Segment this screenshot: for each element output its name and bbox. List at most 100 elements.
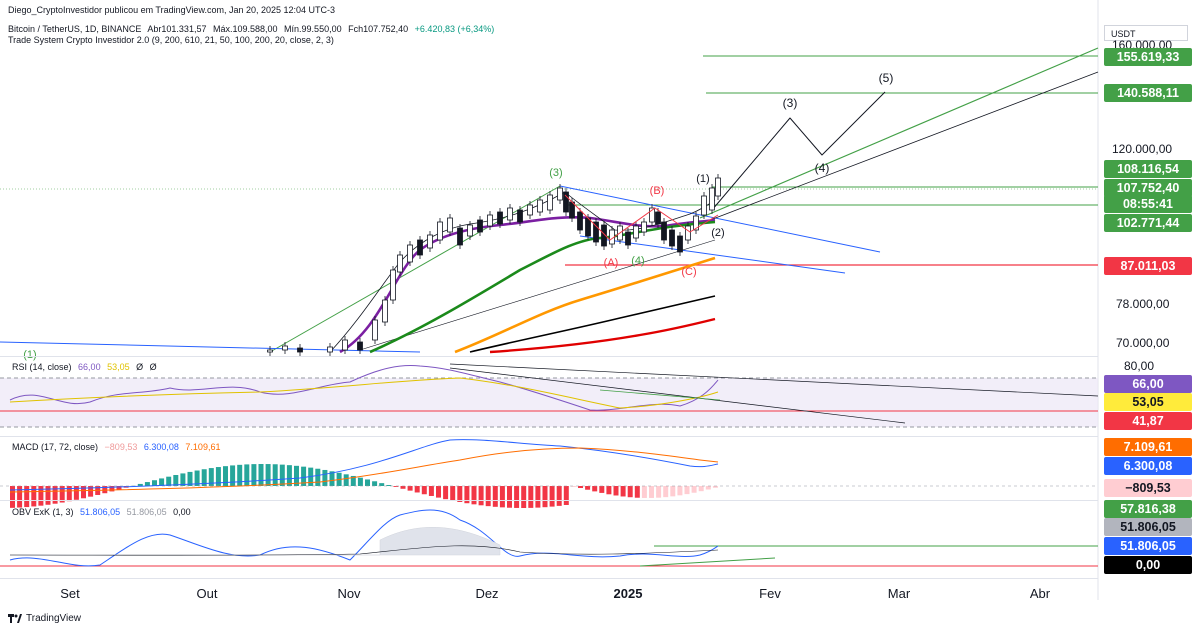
macd-histogram-bar [329, 471, 335, 486]
macd-histogram-bar [237, 464, 243, 486]
close-value: Fch107.752,40 [348, 24, 409, 34]
macd-histogram-bar [514, 486, 520, 508]
candle-body [390, 269, 396, 301]
macd-value: 6.300,08 [143, 442, 179, 452]
macd-histogram-bar [641, 486, 647, 498]
candle-body [649, 207, 655, 223]
obv-value: 51.806,05 [80, 507, 121, 517]
macd-histogram-bar [201, 469, 207, 486]
macd-histogram-bar [73, 486, 79, 500]
candle-body [437, 221, 443, 241]
candle-body [547, 194, 553, 211]
macd-histogram-bar [116, 486, 122, 490]
macd-histogram-bar [81, 486, 86, 499]
candle-body [563, 191, 569, 213]
macd-title[interactable]: MACD (17, 72, close) −809,53 6.300,08 7.… [12, 442, 221, 452]
candle-body [467, 224, 473, 237]
change-value: +6.420,83 (+6,34%) [414, 24, 495, 34]
rsi-level-badge: 41,87 [1104, 412, 1192, 430]
candle-body [655, 211, 661, 225]
countdown-badge: 08:55:41 [1104, 195, 1192, 213]
price-tick: 120.000,00 [1112, 142, 1173, 156]
price-badge: 155.619,33 [1104, 48, 1192, 66]
macd-histogram-bar [613, 486, 619, 496]
ma-black [469, 295, 716, 353]
candle-body [601, 224, 607, 247]
obv-title[interactable]: OBV ExK (1, 3) 51.806,05 51.806,05 0,00 [12, 507, 191, 517]
candle-body [677, 235, 683, 253]
macd-histogram-bar [286, 465, 292, 486]
ma-orange [454, 256, 716, 354]
macd-histogram-bar [507, 486, 512, 508]
ma-red [489, 317, 716, 354]
macd-histogram-bar [251, 464, 257, 486]
wave-label-3: (3) [549, 167, 562, 179]
obv-ma-value: 51.806,05 [126, 507, 167, 517]
macd-histogram-bar [549, 486, 555, 507]
macd-histogram-bar [223, 466, 228, 486]
last-price-badge: 107.752,40 [1104, 179, 1192, 197]
rsi-title[interactable]: RSI (14, close) 66,00 53,05 Ø Ø [12, 362, 157, 372]
macd-histogram-bar [627, 486, 633, 498]
macd-histogram-bar [585, 486, 591, 490]
macd-histogram-bar [634, 486, 640, 498]
macd-histogram-bar [24, 486, 30, 508]
uptrend-channel-line [269, 185, 561, 353]
tradingview-logo-icon [8, 614, 22, 623]
candle-body [477, 219, 483, 233]
macd-histogram-bar [294, 465, 299, 486]
rsi-ma-value: 53,05 [107, 362, 130, 372]
macd-histogram-bar [521, 486, 527, 508]
wave-label-a: (A) [604, 257, 619, 269]
macd-histogram-bar [31, 486, 37, 507]
macd-histogram-bar [166, 476, 172, 486]
wave-label-1: (1) [696, 173, 709, 185]
macd-histogram-bar [365, 479, 370, 486]
rsi-trendline-2 [449, 367, 906, 424]
rsi-extra: Ø [136, 362, 144, 372]
currency-selector[interactable]: USDT [1104, 25, 1188, 41]
price-badge: 87.011,03 [1104, 257, 1192, 275]
pane-separator-rsi[interactable] [0, 356, 1098, 357]
macd-histogram-bar [578, 486, 583, 489]
macd-histogram-bar [649, 486, 654, 498]
macd-histogram-bar [592, 486, 598, 492]
candle-body [661, 221, 667, 241]
candle-body [685, 225, 691, 241]
macd-histogram-bar [485, 486, 491, 507]
macd-histogram-bar [38, 486, 44, 506]
candle-body [407, 244, 413, 263]
macd-signal-badge: 7.109,61 [1104, 438, 1192, 456]
pane-separator-macd[interactable] [0, 436, 1098, 437]
candle-body [701, 195, 707, 216]
macd-histogram-bar [499, 486, 505, 508]
tradingview-logo[interactable]: TradingView [8, 613, 81, 624]
low-value: Mín.99.550,00 [284, 24, 342, 34]
macd-histogram-bar [52, 486, 58, 504]
candle-body [357, 341, 363, 351]
macd-histogram-bar [471, 486, 477, 505]
price-badge: 108.116,54 [1104, 160, 1192, 178]
wave-label-4-low: (4) [631, 255, 644, 267]
macd-histogram-bar [712, 486, 718, 488]
wave-label-c: (C) [681, 266, 696, 278]
rsi-ma-badge: 53,05 [1104, 393, 1192, 411]
candle-body [633, 225, 639, 239]
macd-histogram-bar [428, 486, 434, 496]
macd-histogram-bar [350, 475, 356, 486]
rsi-ma-line [9, 377, 719, 409]
obv-badge: 51.806,05 [1104, 518, 1192, 536]
macd-histogram-bar [478, 486, 484, 506]
candle-body [709, 187, 715, 211]
pane-separator-obv[interactable] [0, 500, 1098, 501]
time-tick: Dez [475, 586, 499, 601]
macd-histogram-bar [379, 483, 385, 486]
macd-histogram-bar [698, 486, 704, 492]
macd-histogram-bar [563, 486, 569, 505]
macd-hist-badge: −809,53 [1104, 479, 1192, 497]
time-tick: Fev [759, 586, 781, 601]
macd-histogram-bar [343, 474, 349, 486]
candle-body [557, 187, 563, 201]
macd-histogram-bar [542, 486, 548, 508]
